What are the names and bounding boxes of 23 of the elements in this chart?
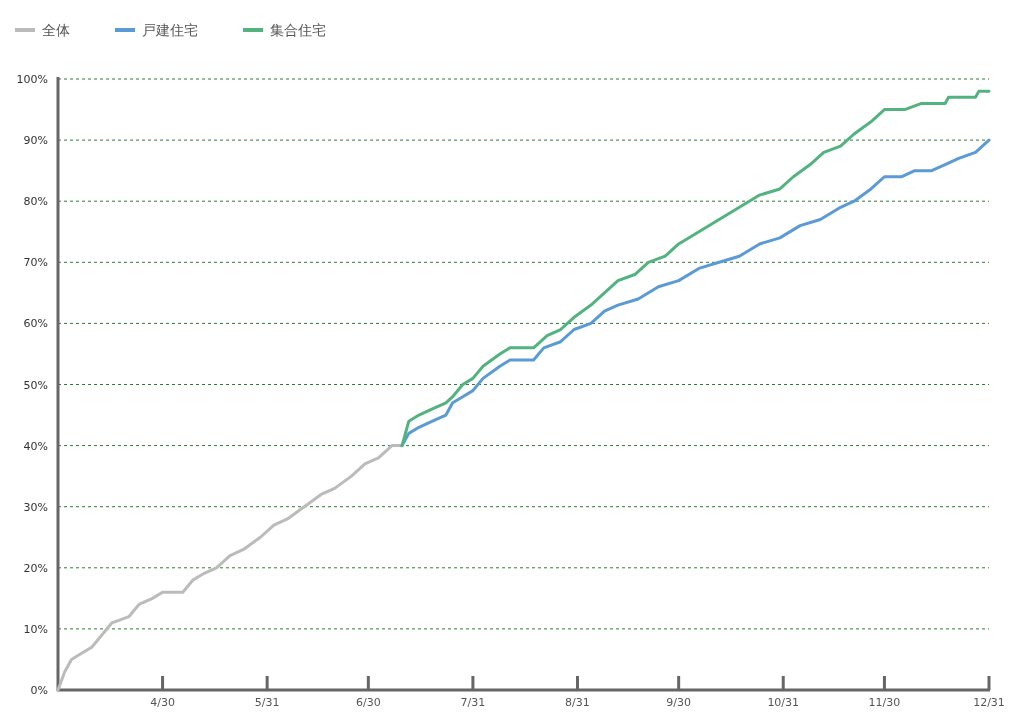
y-tick-label: 0% (30, 684, 48, 697)
y-tick-label: 90% (23, 134, 48, 148)
x-tick-label: 11/30 (868, 696, 901, 709)
x-tick-label: 4/30 (150, 696, 175, 709)
x-tick-label: 5/31 (254, 696, 280, 709)
x-tick-label: 7/31 (460, 696, 486, 709)
x-tick-label: 9/30 (666, 696, 692, 709)
y-tick-label: 100% (16, 73, 48, 86)
y-tick-label: 50% (23, 378, 48, 392)
y-tick-label: 20% (23, 561, 48, 575)
y-tick-label: 80% (23, 195, 48, 209)
y-tick-label: 10% (23, 622, 48, 636)
y-tick-label: 40% (23, 439, 48, 453)
legend-label: 戸建住宅 (142, 22, 198, 38)
x-tick-label: 8/31 (565, 696, 590, 709)
x-tick-label: 10/31 (767, 696, 800, 709)
x-tick-label: 6/30 (355, 696, 381, 709)
y-tick-label: 60% (23, 317, 48, 331)
y-tick-label: 70% (23, 256, 48, 270)
x-tick-label: 12/31 (973, 696, 1005, 709)
legend-label: 集合住宅 (270, 22, 326, 38)
legend-label: 全体 (42, 22, 70, 38)
y-tick-label: 30% (23, 500, 48, 514)
